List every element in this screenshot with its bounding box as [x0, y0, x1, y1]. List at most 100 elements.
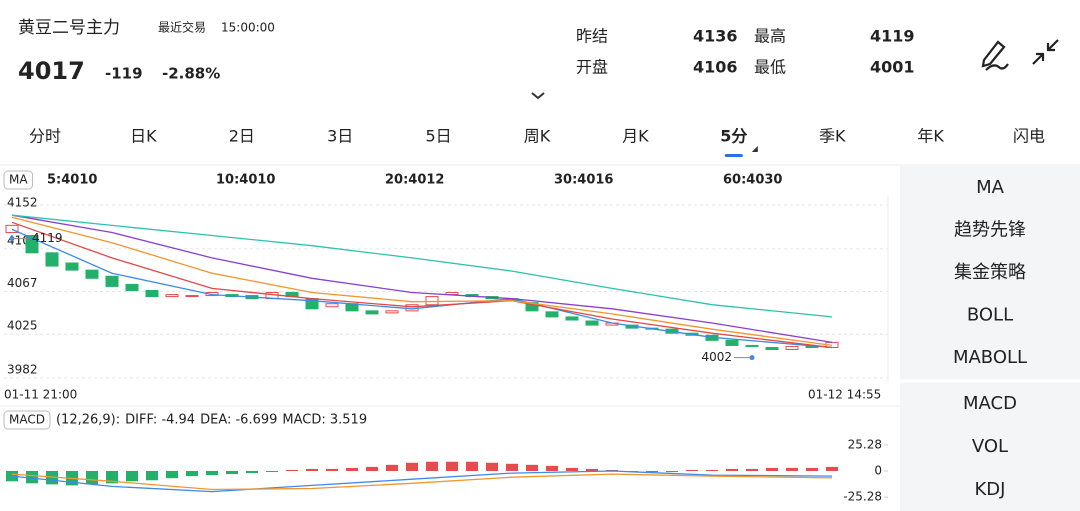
- y-tick-label: 3982: [7, 363, 38, 377]
- overlay-option[interactable]: BOLL: [967, 305, 1013, 326]
- candle: [45, 252, 59, 267]
- overlay-option[interactable]: MABOLL: [953, 347, 1027, 368]
- macd-line: [11, 473, 833, 491]
- candle: [545, 311, 559, 318]
- collapse-icon[interactable]: [1032, 39, 1059, 65]
- expand-chevron[interactable]: [531, 92, 545, 100]
- arrows-shape: [1032, 39, 1059, 65]
- macd-bar: [686, 469, 698, 471]
- macd-legend: MACD: 3.519: [282, 413, 367, 428]
- period-tab[interactable]: 日K: [130, 127, 157, 146]
- candle: [325, 303, 339, 308]
- macd-bar: [166, 471, 178, 479]
- candle: [725, 339, 739, 346]
- stat-value: 4136: [693, 27, 738, 46]
- candle: [105, 275, 119, 287]
- macd-bar: [426, 461, 438, 471]
- period-tab[interactable]: 5分: [720, 127, 747, 146]
- ma-line: [11, 216, 833, 347]
- candle: [125, 283, 139, 291]
- macd-bar: [26, 471, 38, 484]
- annotation-label: 4119: [32, 231, 63, 245]
- stat-label: 最高: [754, 27, 786, 46]
- edit-icon[interactable]: [981, 40, 1009, 71]
- stat-label: 最低: [754, 58, 786, 77]
- last-trade-time: 15:00:00: [221, 21, 275, 35]
- ma-line: [11, 228, 833, 349]
- period-tab[interactable]: 季K: [819, 127, 846, 146]
- macd-bar: [586, 468, 598, 471]
- macd-bar: [206, 471, 218, 476]
- candle: [425, 296, 439, 306]
- x-tick-label: 01-12 14:55: [808, 388, 881, 402]
- ma-legend: 10:4010: [216, 173, 275, 188]
- ma-legend: 20:4012: [385, 173, 444, 188]
- macd-bar: [386, 464, 398, 471]
- macd-bar: [226, 471, 238, 475]
- stat-label: 昨结: [576, 27, 608, 46]
- macd-bar: [186, 471, 198, 477]
- macd-bar: [106, 471, 118, 484]
- macd-bar: [246, 471, 258, 474]
- y-tick-label: -25.28: [843, 490, 882, 504]
- period-tab[interactable]: 分时: [29, 127, 61, 146]
- macd-bar: [466, 461, 478, 471]
- macd-bar: [306, 468, 318, 471]
- ma-line: [11, 214, 833, 344]
- stat-value: 4119: [870, 27, 915, 46]
- period-tab[interactable]: 3日: [327, 127, 353, 146]
- tab-corner: [751, 146, 758, 152]
- overlay-option[interactable]: 趋势先锋: [954, 220, 1026, 241]
- macd-bar: [566, 467, 578, 471]
- annotation-label: 4002: [701, 350, 732, 364]
- indicator-tag-box: [3, 170, 34, 190]
- indicator-tag: MA: [9, 173, 28, 187]
- candle: [745, 344, 759, 347]
- price-change: -119: [105, 65, 143, 83]
- period-tab[interactable]: 5日: [426, 127, 452, 146]
- ma-legend: 30:4016: [554, 173, 613, 188]
- macd-bar: [326, 468, 338, 471]
- price-chart: MA 5:4010 10:4010 20:4012 30:4016 60:4030 4152…: [3, 170, 889, 402]
- macd-bar: [366, 466, 378, 471]
- side-panel: [900, 166, 1080, 511]
- macd-legend: (12,26,9):: [56, 413, 120, 428]
- last-price: 4017: [18, 57, 85, 85]
- stat-label: 开盘: [576, 58, 608, 77]
- indicator-option[interactable]: VOL: [972, 436, 1008, 457]
- macd-bar: [546, 465, 558, 471]
- period-tab[interactable]: 周K: [524, 127, 551, 146]
- ma-legend: 60:4030: [723, 173, 782, 188]
- macd-bar: [486, 462, 498, 471]
- candle: [165, 294, 179, 298]
- candle: [185, 295, 199, 298]
- period-tab[interactable]: 年K: [917, 127, 944, 146]
- macd-bar: [526, 464, 538, 471]
- indicator-option[interactable]: KDJ: [975, 479, 1006, 500]
- stat-value: 4106: [693, 58, 738, 77]
- x-tick-label: 01-11 21:00: [4, 388, 77, 402]
- candle: [785, 345, 799, 351]
- period-tab[interactable]: 闪电: [1013, 127, 1045, 146]
- macd-legend: DIFF: -4.94: [125, 413, 195, 428]
- candle: [5, 224, 19, 233]
- indicator-option[interactable]: MACD: [963, 393, 1017, 414]
- stat-value: 4001: [870, 58, 915, 77]
- macd-bar: [746, 468, 758, 471]
- period-tab[interactable]: 月K: [622, 127, 649, 146]
- macd-bar: [826, 466, 838, 471]
- overlay-option[interactable]: MA: [976, 177, 1005, 198]
- macd-bar: [346, 467, 358, 471]
- quote-stats: 昨结 4136 最高 4119 开盘 4106 最低 4001: [576, 27, 915, 77]
- overlay-option[interactable]: 集金策略: [954, 262, 1026, 283]
- candle: [85, 269, 99, 279]
- y-tick-label: 25.28: [848, 438, 882, 452]
- macd-bar: [406, 462, 418, 471]
- macd-bar: [706, 469, 718, 471]
- active-underline: [724, 154, 743, 157]
- candle: [65, 262, 79, 271]
- candle: [365, 310, 379, 315]
- last-trade-label: 最近交易: [158, 20, 206, 35]
- period-tab[interactable]: 2日: [229, 127, 255, 146]
